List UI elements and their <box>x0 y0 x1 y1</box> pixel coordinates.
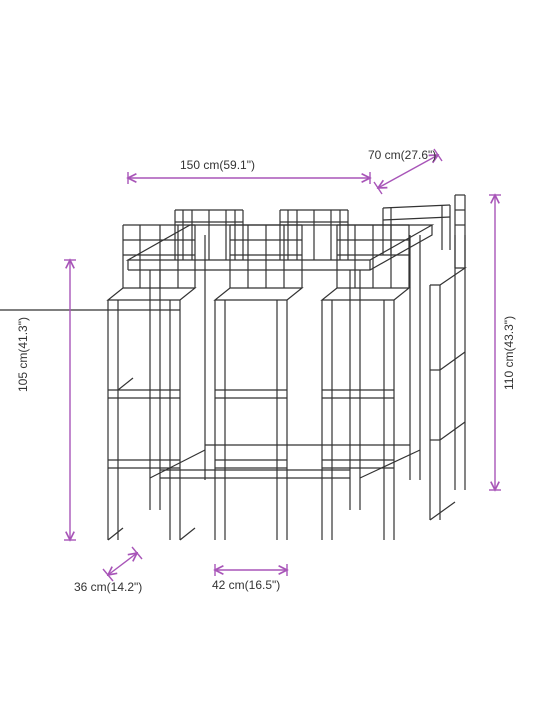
dim-chair-width: 42 cm(16.5") <box>212 578 280 592</box>
dim-seat-depth: 36 cm(14.2") <box>74 580 142 594</box>
chair-side <box>430 195 465 520</box>
dim-chair-height: 110 cm(43.3") <box>502 316 516 390</box>
dim-table-width: 70 cm(27.6") <box>368 148 436 162</box>
furniture-diagram <box>0 0 540 720</box>
chair-2 <box>215 225 302 540</box>
dim-table-length: 150 cm(59.1") <box>180 158 255 172</box>
dim-table-height: 105 cm(41.3") <box>16 317 30 392</box>
chair-3 <box>322 225 409 540</box>
